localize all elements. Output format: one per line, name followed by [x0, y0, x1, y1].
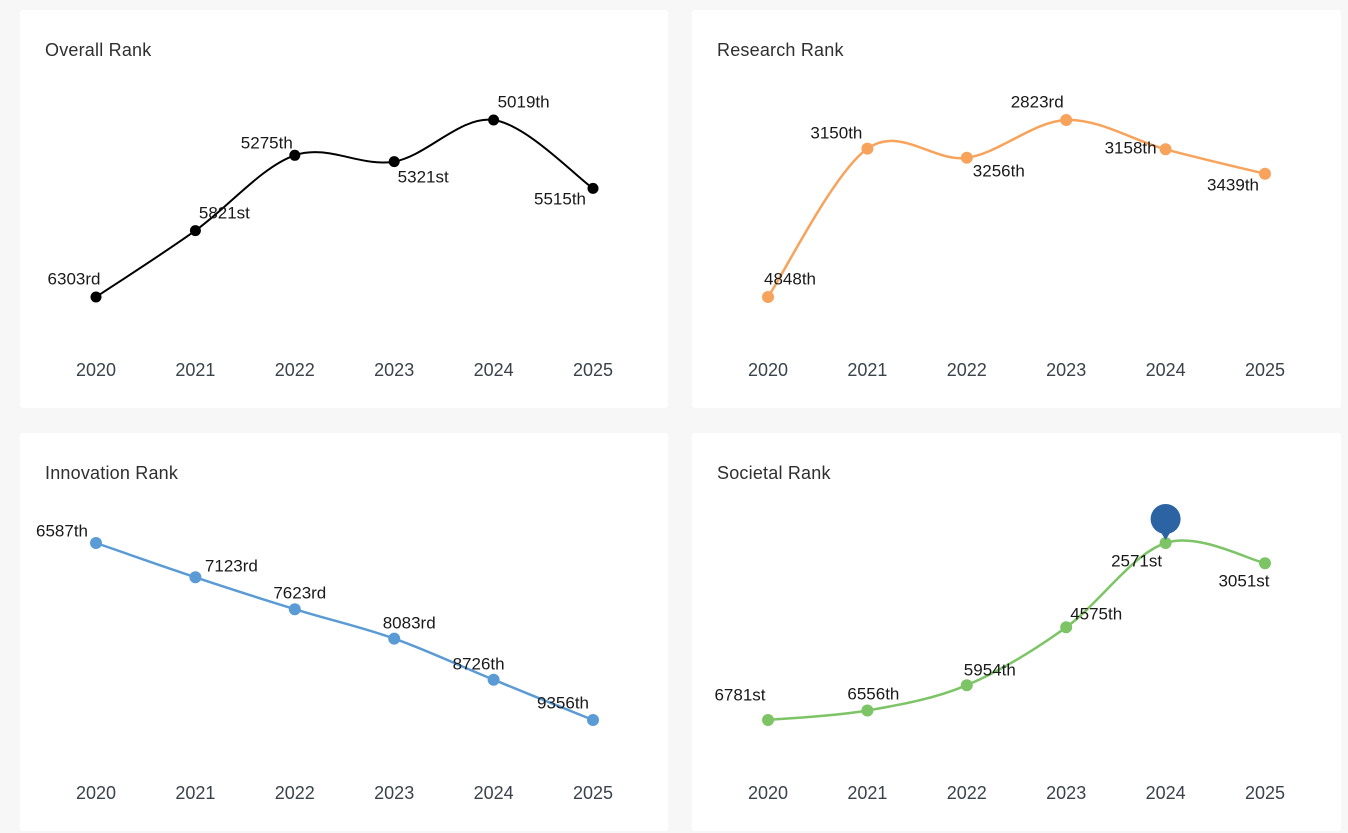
societal-rank-point-2021[interactable] — [861, 704, 874, 717]
research-rank-label-2021: 3150th — [810, 123, 863, 143]
innovation-rank-point-2021[interactable] — [189, 571, 202, 584]
research-rank-plot — [762, 114, 1271, 303]
innovation-rank-point-2024[interactable] — [487, 673, 500, 686]
overall-rank-xaxis-2021: 2021 — [175, 360, 216, 380]
overall-rank-label-2021: 5821st — [198, 203, 250, 223]
research-rank-label-2020: 4848th — [764, 269, 816, 289]
innovation-rank-point-2025[interactable] — [587, 714, 599, 726]
overall-rank-title: Overall Rank — [45, 40, 152, 60]
innovation-rank-card: Innovation Rank 6587th 7123rd 7623rd 8083rd… — [20, 433, 668, 831]
innovation-rank-label-2025: 9356th — [537, 693, 589, 713]
overall-rank-point-2024[interactable] — [488, 114, 500, 126]
research-rank-point-2024[interactable] — [1159, 143, 1172, 156]
overall-rank-label-2023: 5321st — [397, 167, 449, 187]
societal-rank-plot — [762, 504, 1271, 726]
research-rank-card: Research Rank 4848th 3150th 3256th 2823rd 31… — [692, 10, 1341, 408]
research-rank-xaxis-2022: 2022 — [946, 360, 987, 380]
overall-rank-xaxis-2024: 2024 — [473, 360, 514, 380]
innovation-rank-label-2022: 7623rd — [273, 583, 327, 603]
overall-rank-label-2025: 5515th — [534, 189, 586, 209]
innovation-rank-point-2022[interactable] — [288, 603, 301, 616]
innovation-rank-xaxis-2024: 2024 — [473, 783, 514, 803]
overall-rank-label-2022: 5275th — [240, 133, 293, 153]
innovation-rank-label-2023: 8083rd — [382, 613, 436, 633]
research-rank-label-2025: 3439th — [1207, 175, 1259, 195]
societal-rank-point-2022[interactable] — [960, 679, 973, 692]
overall-rank-xaxis-2023: 2023 — [374, 360, 415, 380]
innovation-rank-label-2024: 8726th — [452, 654, 505, 674]
societal-rank-xaxis-2022: 2022 — [946, 783, 987, 803]
overall-rank-point-2025[interactable] — [587, 182, 599, 194]
research-rank-series-line — [766, 118, 1267, 299]
societal-rank-point-2024[interactable] — [1159, 537, 1172, 549]
innovation-rank-series-line — [94, 541, 595, 722]
societal-rank-label-2022: 5954th — [963, 660, 1016, 680]
societal-rank-title: Societal Rank — [717, 463, 831, 483]
societal-rank-point-2020[interactable] — [762, 714, 774, 726]
societal-rank-xaxis-2024: 2024 — [1145, 783, 1186, 803]
research-rank-point-2022[interactable] — [960, 151, 973, 164]
innovation-rank-title: Innovation Rank — [45, 463, 179, 483]
innovation-rank-label-2021: 7123rd — [204, 556, 258, 576]
societal-rank-xaxis-2023: 2023 — [1046, 783, 1087, 803]
innovation-rank-plot — [90, 537, 599, 726]
overall-rank-series-line — [95, 118, 594, 298]
overall-rank-point-2021[interactable] — [189, 225, 201, 237]
societal-rank-point-2025[interactable] — [1259, 557, 1271, 570]
research-rank-point-2025[interactable] — [1259, 167, 1271, 180]
societal-rank-card: Societal Rank 6781st 6556th 5954th 4575th 25… — [692, 433, 1341, 831]
innovation-rank-xaxis-2021: 2021 — [175, 783, 216, 803]
overall-rank-label-2024: 5019th — [497, 92, 550, 112]
research-rank-point-2020[interactable] — [762, 291, 774, 303]
overall-rank-point-2023[interactable] — [388, 156, 400, 168]
societal-rank-label-2021: 6556th — [847, 684, 900, 704]
research-rank-label-2022: 3256th — [972, 161, 1025, 181]
research-rank-point-2023[interactable] — [1060, 114, 1073, 126]
innovation-rank-xaxis-2022: 2022 — [274, 783, 315, 803]
research-rank-xaxis-2024: 2024 — [1145, 360, 1186, 380]
research-rank-xaxis-2020: 2020 — [747, 360, 789, 380]
overall-rank-point-2022[interactable] — [289, 149, 301, 161]
overall-rank-xaxis-2020: 2020 — [75, 360, 117, 380]
research-rank-label-2023: 2823rd — [1010, 92, 1064, 112]
overall-rank-point-2020[interactable] — [90, 291, 102, 303]
innovation-rank-point-2020[interactable] — [90, 537, 102, 549]
societal-rank-series-line — [766, 539, 1267, 722]
innovation-rank-xaxis-2020: 2020 — [75, 783, 117, 803]
societal-rank-label-2025: 3051st — [1218, 571, 1270, 591]
overall-rank-card: Overall Rank 6303rd 5821st 5275th 5321st 501… — [20, 10, 668, 408]
societal-rank-label-2024: 2571st — [1111, 551, 1163, 571]
research-rank-xaxis-2021: 2021 — [847, 360, 888, 380]
innovation-rank-label-2020: 6587th — [36, 521, 88, 541]
innovation-rank-point-2023[interactable] — [388, 632, 401, 645]
societal-rank-xaxis-2025: 2025 — [1244, 783, 1286, 803]
innovation-rank-xaxis-2025: 2025 — [572, 783, 614, 803]
research-rank-title: Research Rank — [717, 40, 844, 60]
research-rank-label-2024: 3158th — [1104, 138, 1157, 158]
societal-rank-xaxis-2020: 2020 — [747, 783, 789, 803]
societal-rank-label-2020: 6781st — [714, 685, 766, 705]
research-rank-xaxis-2023: 2023 — [1046, 360, 1087, 380]
overall-rank-xaxis-2022: 2022 — [274, 360, 315, 380]
research-rank-point-2021[interactable] — [861, 142, 874, 155]
overall-rank-xaxis-2025: 2025 — [572, 360, 614, 380]
societal-rank-xaxis-2021: 2021 — [847, 783, 888, 803]
overall-rank-label-2020: 6303rd — [47, 269, 101, 289]
innovation-rank-xaxis-2023: 2023 — [374, 783, 415, 803]
societal-rank-label-2023: 4575th — [1070, 604, 1123, 624]
overall-rank-plot — [90, 114, 599, 303]
research-rank-xaxis-2025: 2025 — [1244, 360, 1286, 380]
balloon-pin-marker[interactable] — [1150, 504, 1181, 540]
societal-rank-point-2023[interactable] — [1060, 621, 1073, 634]
